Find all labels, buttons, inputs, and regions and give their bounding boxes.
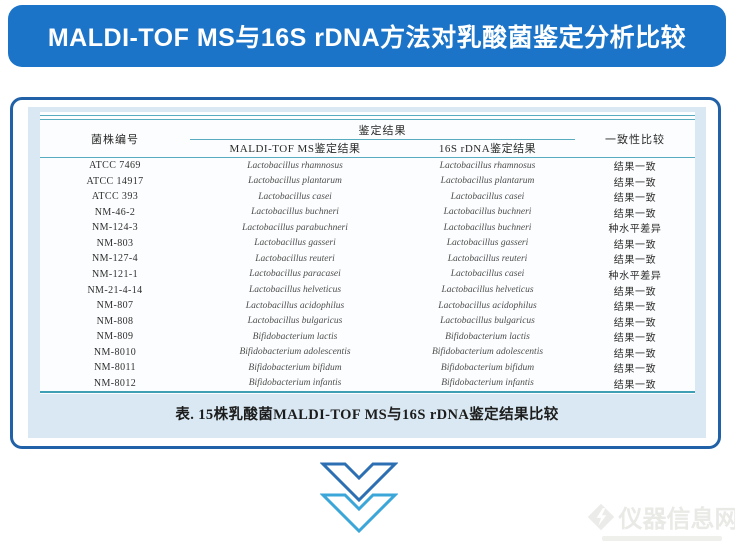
consistency-cell: 结果一致 [613, 162, 657, 174]
strain-id-cell: ATCC 393 [91, 191, 139, 203]
strain-id-cell: NM-803 [96, 237, 134, 249]
column-header-maldi: MALDI-TOF MS鉴定结果 [229, 143, 361, 155]
title-banner: MALDI-TOF MS与16S rDNA方法对乳酸菌鉴定分析比较 [8, 5, 726, 67]
maldi-result-cell: Lactobacillus acidophilus [245, 300, 345, 311]
rdna-result-cell: Lactobacillus helveticus [441, 285, 534, 296]
table-row: NM-121-1 Lactobacillus paracasei Lactoba… [40, 267, 695, 283]
header-bottom-rule [40, 157, 695, 158]
chevron-bottom [319, 493, 399, 534]
table-top-rule-1 [40, 115, 695, 116]
consistency-cell: 结果一致 [613, 239, 657, 251]
consistency-cell: 结果一致 [613, 379, 657, 391]
double-chevron-down-icon [319, 461, 399, 534]
maldi-result-cell: Bifidobacterium adolescentis [239, 347, 351, 358]
strain-id-cell: NM-121-1 [92, 268, 138, 280]
rdna-result-cell: Bifidobacterium infantis [441, 378, 534, 389]
rdna-result-cell: Lactobacillus gasseri [446, 238, 529, 249]
strain-id-cell: NM-8010 [93, 346, 137, 358]
maldi-result-cell: Lactobacillus buchneri [251, 207, 339, 218]
consistency-cell: 种水平差异 [608, 224, 662, 236]
maldi-result-cell: Lactobacillus gasseri [254, 238, 336, 249]
strain-id-cell: ATCC 7469 [89, 160, 141, 172]
consistency-cell: 结果一致 [613, 317, 657, 329]
rdna-result-cell: Lactobacillus rhamnosus [439, 160, 536, 171]
strain-id-cell: ATCC 14917 [86, 175, 144, 187]
group-header-rule [190, 139, 575, 140]
rdna-result-cell: Bifidobacterium lactis [445, 331, 530, 342]
table-row: NM-8012 Bifidobacterium infantis Bifidob… [40, 375, 695, 391]
strain-id-cell: NM-8012 [93, 377, 137, 389]
table-row: NM-807 Lactobacillus acidophilus Lactoba… [40, 298, 695, 314]
watermark-site-name: 仪器信息网 [618, 506, 735, 533]
maldi-result-cell: Lactobacillus reuteri [255, 253, 335, 264]
column-header-group: 鉴定结果 [358, 125, 407, 137]
rdna-result-cell: Lactobacillus plantarum [440, 176, 535, 187]
maldi-result-cell: Lactobacillus rhamnosus [247, 160, 343, 171]
column-header-16s-rdna: 16S rDNA鉴定结果 [438, 143, 537, 155]
maldi-result-cell: Bifidobacterium lactis [252, 331, 338, 342]
maldi-result-cell: Lactobacillus helveticus [248, 285, 342, 296]
table-row: NM-124-3 Lactobacillus parabuchneri Lact… [40, 220, 695, 236]
table-row: NM-46-2 Lactobacillus buchneri Lactobaci… [40, 205, 695, 221]
diamond-bolt-logo-icon [587, 503, 614, 530]
table-bottom-rule [40, 391, 695, 393]
maldi-result-cell: Lactobacillus parabuchneri [242, 222, 348, 233]
strain-id-cell: NM-809 [96, 331, 134, 343]
column-header-consistency: 一致性比较 [605, 133, 665, 146]
rdna-result-cell: Lactobacillus casei [450, 191, 525, 202]
consistency-cell: 结果一致 [613, 208, 657, 220]
rdna-result-cell: Lactobacillus reuteri [447, 253, 528, 264]
table-row: NM-809 Bifidobacterium lactis Bifidobact… [40, 329, 695, 345]
watermark: 仪器信息网 [587, 499, 735, 541]
table-row: NM-803 Lactobacillus gasseri Lactobacill… [40, 236, 695, 252]
maldi-result-cell: Lactobacillus plantarum [248, 176, 342, 187]
maldi-result-cell: Lactobacillus casei [258, 191, 332, 202]
rdna-result-cell: Bifidobacterium bifidum [440, 362, 535, 373]
page-title: MALDI-TOF MS与16S rDNA方法对乳酸菌鉴定分析比较 [47, 24, 687, 52]
consistency-cell: 结果一致 [613, 348, 657, 360]
table-row: ATCC 393 Lactobacillus casei Lactobacill… [40, 189, 695, 205]
chevron-top [319, 462, 399, 503]
strain-id-cell: NM-46-2 [94, 206, 136, 218]
table-row: ATCC 7469 Lactobacillus rhamnosus Lactob… [40, 158, 695, 174]
maldi-result-cell: Bifidobacterium infantis [248, 378, 342, 389]
rdna-result-cell: Lactobacillus acidophilus [438, 300, 537, 311]
consistency-cell: 结果一致 [613, 193, 657, 205]
maldi-result-cell: Lactobacillus paracasei [249, 269, 341, 280]
consistency-cell: 种水平差异 [608, 270, 662, 282]
column-header-strain: 菌株编号 [91, 133, 139, 146]
rdna-result-cell: Lactobacillus buchneri [443, 207, 532, 218]
comparison-table: 菌株编号 鉴定结果 MALDI-TOF MS鉴定结果 16S rDNA鉴定结果 … [40, 112, 695, 394]
table-row: NM-21-4-14 Lactobacillus helveticus Lact… [40, 282, 695, 298]
strain-id-cell: NM-8011 [94, 362, 136, 374]
strain-id-cell: NM-21-4-14 [87, 284, 143, 296]
rdna-result-cell: Bifidobacterium adolescentis [431, 347, 544, 358]
table-row: NM-8011 Bifidobacterium bifidum Bifidoba… [40, 360, 695, 376]
consistency-cell: 结果一致 [613, 286, 657, 298]
maldi-result-cell: Bifidobacterium bifidum [248, 362, 342, 373]
rdna-result-cell: Lactobacillus casei [450, 269, 525, 280]
table-row: NM-808 Lactobacillus bulgaricus Lactobac… [40, 313, 695, 329]
table-row: NM-8010 Bifidobacterium adolescentis Bif… [40, 344, 695, 360]
consistency-cell: 结果一致 [613, 302, 657, 314]
table-top-rule-2 [40, 119, 695, 120]
strain-id-cell: NM-124-3 [92, 222, 138, 234]
rdna-result-cell: Lactobacillus buchneri [443, 222, 532, 233]
table-row: NM-127-4 Lactobacillus reuteri Lactobaci… [40, 251, 695, 267]
rdna-result-cell: Lactobacillus bulgaricus [440, 316, 535, 327]
strain-id-cell: NM-808 [96, 315, 134, 327]
consistency-cell: 结果一致 [613, 177, 657, 189]
maldi-result-cell: Lactobacillus bulgaricus [247, 316, 343, 327]
strain-id-cell: NM-127-4 [92, 253, 138, 265]
table-caption: 表. 15株乳酸菌MALDI-TOF MS与16S rDNA鉴定结果比较 [175, 407, 559, 423]
table-rows: ATCC 7469 Lactobacillus rhamnosus Lactob… [40, 158, 695, 391]
consistency-cell: 结果一致 [613, 333, 657, 345]
table-row: ATCC 14917 Lactobacillus plantarum Lacto… [40, 174, 695, 190]
consistency-cell: 结果一致 [613, 255, 657, 267]
consistency-cell: 结果一致 [613, 364, 657, 376]
strain-id-cell: NM-807 [96, 300, 134, 312]
watermark-subtext-bar [602, 536, 722, 541]
